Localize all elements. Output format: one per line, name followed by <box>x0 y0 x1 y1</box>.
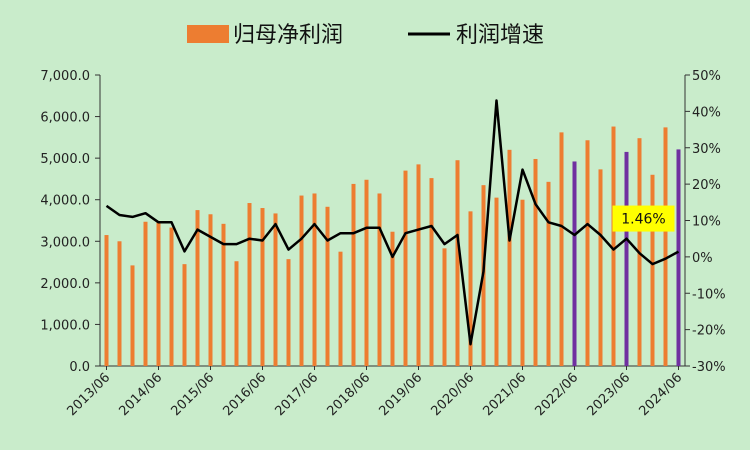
legend-bar-label: 归母净利润 <box>233 23 343 48</box>
y-right-tick-label: 10% <box>692 215 721 230</box>
bar <box>546 181 551 366</box>
legend: 归母净利润 利润增速 <box>187 23 544 48</box>
bar <box>195 210 200 366</box>
bar <box>234 261 239 366</box>
bar <box>104 235 109 366</box>
bar <box>351 183 356 366</box>
bar <box>325 206 330 366</box>
bar <box>585 140 590 366</box>
bar <box>312 193 317 366</box>
y-left-tick-label: 4,000.0 <box>40 194 90 209</box>
y-left-tick-label: 6,000.0 <box>40 111 90 126</box>
growth-line <box>105 99 680 346</box>
bar <box>117 241 122 366</box>
bar <box>455 160 460 366</box>
bar <box>143 221 148 366</box>
bar <box>286 259 291 366</box>
bar <box>611 126 616 366</box>
bar <box>468 211 473 366</box>
legend-line-label: 利润增速 <box>456 23 544 48</box>
bar <box>338 251 343 366</box>
bar <box>221 223 226 366</box>
y-left-tick-label: 3,000.0 <box>40 235 90 250</box>
y-right-tick-label: -20% <box>692 324 726 339</box>
y-right-tick-label: -10% <box>692 287 726 302</box>
line-series <box>105 99 680 346</box>
bar <box>182 264 187 366</box>
bar <box>390 231 395 366</box>
bar <box>559 132 564 366</box>
bar <box>598 169 603 366</box>
bar <box>663 127 668 366</box>
y-left-tick-label: 5,000.0 <box>40 152 90 167</box>
bar-highlight <box>572 161 577 366</box>
bar <box>416 164 421 366</box>
y-right-tick-label: 20% <box>692 178 721 193</box>
bar <box>260 208 265 366</box>
bar <box>507 149 512 366</box>
bar <box>442 248 447 366</box>
y-left-tick-label: 7,000.0 <box>40 69 90 84</box>
annotation: 1.46% <box>612 205 675 232</box>
bar <box>299 195 304 366</box>
bar <box>403 170 408 366</box>
y-right-tick-label: -30% <box>692 360 726 375</box>
bar-highlight <box>624 151 629 366</box>
annotation-label: 1.46% <box>621 212 665 228</box>
annotation-box <box>612 205 675 232</box>
bar <box>156 222 161 366</box>
bar <box>169 227 174 366</box>
y-left-tick-label: 1,000.0 <box>40 318 90 333</box>
bar <box>533 158 538 366</box>
bar <box>494 197 499 366</box>
bar-highlight <box>676 149 681 366</box>
bar <box>130 265 135 366</box>
bar <box>273 213 278 366</box>
bar <box>429 178 434 366</box>
y-left-tick-label: 0.0 <box>69 360 90 375</box>
bar <box>520 199 525 366</box>
y-right-tick-label: 50% <box>692 69 721 84</box>
y-right-tick-label: 0% <box>692 251 713 266</box>
bar <box>208 214 213 366</box>
bar <box>364 179 369 366</box>
y-right-tick-label: 30% <box>692 142 721 157</box>
y-right-tick-label: 40% <box>692 105 721 120</box>
bar <box>247 203 252 366</box>
y-left-tick-label: 2,000.0 <box>40 277 90 292</box>
bar <box>377 193 382 366</box>
bar <box>650 174 655 366</box>
legend-bar-swatch <box>187 25 229 43</box>
bar-series <box>104 126 681 366</box>
